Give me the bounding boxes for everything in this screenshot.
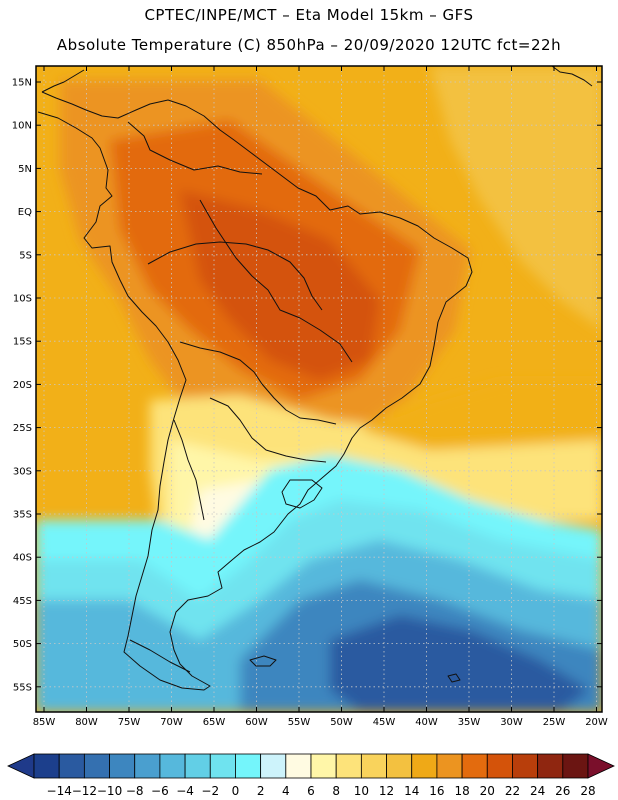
lon-label: 60W (245, 717, 268, 728)
colorbar-cell (562, 753, 589, 779)
colorbar-label: 24 (530, 784, 545, 798)
colorbar-label: 16 (429, 784, 444, 798)
lat-label: 5N (18, 164, 32, 175)
field-f-deep (330, 615, 590, 712)
lon-label: 25W (543, 717, 566, 728)
map-title-line1: CPTEC/INPE/MCT – Eta Model 15km – GFS (144, 6, 474, 24)
lon-label: 35W (458, 717, 481, 728)
colorbar-cell (134, 753, 161, 779)
colorbar-cell (260, 753, 287, 779)
longitude-labels: 85W 80W 75W 70W 65W 60W 55W 50W 45W 40W 35W 30W 25W 2… (33, 717, 608, 728)
lat-label: EQ (18, 207, 32, 218)
lon-label: 75W (118, 717, 141, 728)
colorbar-cell (58, 753, 85, 779)
colorbar-label: −10 (97, 784, 122, 798)
coastline (37, 66, 593, 691)
colorbar-under-triangle (7, 753, 35, 779)
colorbar-label: 20 (480, 784, 495, 798)
colorbar-cell (436, 753, 463, 779)
colorbar-label: 10 (354, 784, 369, 798)
lat-label: 55S (13, 682, 32, 693)
colorbar-label: 8 (332, 784, 340, 798)
lat-label: 20S (13, 380, 32, 391)
colorbar-cell (235, 753, 262, 779)
colorbar: −14 −12 −10 −8 −6 −4 −2 0 2 4 6 8 10 12 14 16 18 20 22 24 26… (7, 753, 615, 798)
colorbar-cell (411, 753, 438, 779)
colorbar-cell (184, 753, 211, 779)
colorbar-cell (159, 753, 186, 779)
lat-label: 50S (13, 639, 32, 650)
lat-label: 30S (13, 466, 32, 477)
colorbar-cell (285, 753, 312, 779)
lon-label: 40W (415, 717, 438, 728)
lat-label: 35S (13, 510, 32, 521)
colorbar-cell (360, 753, 387, 779)
colorbar-cell (537, 753, 564, 779)
colorbar-label: −14 (47, 784, 72, 798)
colorbar-label: −12 (72, 784, 97, 798)
map-title-line2: Absolute Temperature (C) 850hPa – 20/09/… (56, 36, 562, 54)
lat-label: 15S (13, 337, 32, 348)
lon-label: 30W (500, 717, 523, 728)
lon-label: 70W (160, 717, 183, 728)
field-f-nemild (430, 66, 602, 330)
lat-label: 10N (12, 121, 32, 132)
colorbar-cell (109, 753, 136, 779)
colorbar-label: −6 (151, 784, 169, 798)
map-frame (35, 65, 603, 713)
field-f-warmsea (360, 380, 602, 450)
colorbar-label: 0 (232, 784, 240, 798)
lon-label: 65W (203, 717, 226, 728)
colorbar-cell (209, 753, 236, 779)
colorbar-cell (386, 753, 413, 779)
lon-label: 45W (373, 717, 396, 728)
colorbar-cell (512, 753, 539, 779)
colorbar-label: 22 (505, 784, 520, 798)
colorbar-label: 4 (282, 784, 290, 798)
lon-label: 80W (75, 717, 98, 728)
colorbar-label: 2 (257, 784, 265, 798)
lat-label: 15N (12, 78, 32, 89)
field-f-hotter (180, 190, 380, 380)
lon-label: 20W (585, 717, 608, 728)
colorbar-label: 26 (555, 784, 570, 798)
lat-label: 10S (13, 294, 32, 305)
colorbar-label: 18 (454, 784, 469, 798)
colorbar-labels: −14 −12 −10 −8 −6 −4 −2 0 2 4 6 8 10 12 14 16 18 20 22 24 26… (47, 784, 596, 798)
colorbar-label: 12 (379, 784, 394, 798)
colorbar-label: −4 (176, 784, 194, 798)
lon-label: 50W (330, 717, 353, 728)
colorbar-cell (83, 753, 110, 779)
colorbar-label: −2 (201, 784, 219, 798)
lat-label: 25S (13, 423, 32, 434)
colorbar-label: 14 (404, 784, 419, 798)
colorbar-cell (461, 753, 488, 779)
lat-label: 40S (13, 553, 32, 564)
colorbar-label: 6 (307, 784, 315, 798)
colorbar-cell (310, 753, 337, 779)
lat-label: 45S (13, 596, 32, 607)
colorbar-cell (33, 753, 60, 779)
lat-label: 5S (19, 250, 32, 261)
lon-label: 55W (288, 717, 311, 728)
colorbar-label: 28 (580, 784, 595, 798)
colorbar-label: −8 (126, 784, 144, 798)
latitude-labels: 15N 10N 5N EQ 5S 10S 15S 20S 25S 30S 35S 40S 45S 50S 5… (12, 78, 32, 694)
colorbar-over-triangle (587, 753, 615, 779)
lon-label: 85W (33, 717, 56, 728)
temperature-field (36, 66, 602, 712)
colorbar-cell (335, 753, 362, 779)
colorbar-cell (486, 753, 513, 779)
